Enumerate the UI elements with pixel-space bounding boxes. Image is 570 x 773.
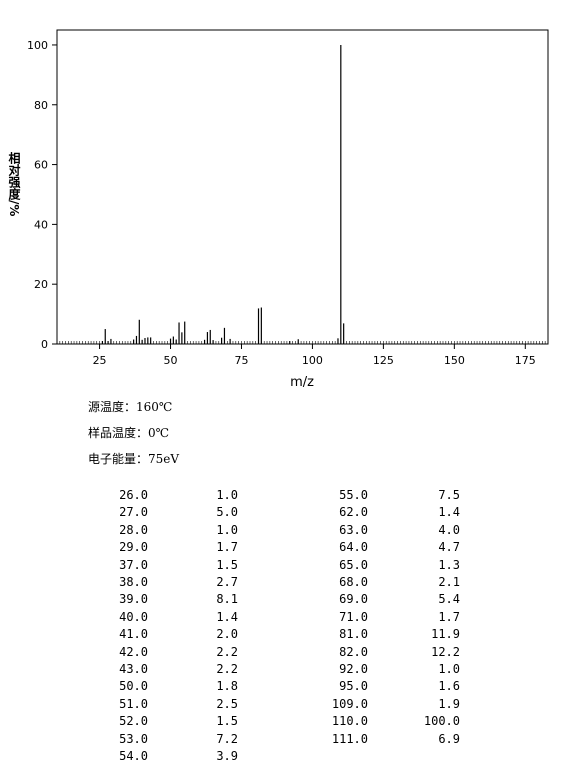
mz-cell: 109.0	[331, 696, 368, 711]
mz-cell: 68.0	[339, 575, 368, 589]
intensity-cell: 5.4	[438, 592, 460, 607]
x-tick-label: 100	[302, 354, 323, 367]
x-tick-label: 25	[93, 354, 107, 367]
intensity-cell: 1.4	[438, 505, 460, 520]
x-tick-label: 50	[164, 354, 178, 367]
mz-cell: 62.0	[339, 505, 368, 520]
mz-cell: 37.0	[119, 557, 148, 572]
intensity-cell: 6.9	[438, 731, 460, 746]
intensity-cell: 2.1	[438, 575, 460, 589]
mz-cell: 40.0	[119, 609, 148, 624]
mz-cell: 51.0	[119, 696, 148, 711]
intensity-cell: 2.7	[216, 575, 238, 589]
mz-cell: 50.0	[119, 679, 148, 694]
mz-cell: 41.0	[119, 627, 148, 642]
mz-cell: 65.0	[339, 557, 368, 572]
x-tick-label: 125	[373, 354, 394, 367]
x-axis-label: m/z	[290, 375, 314, 390]
mz-cell: 64.0	[339, 540, 368, 555]
intensity-cell: 7.5	[438, 488, 460, 502]
intensity-cell: 1.4	[216, 609, 238, 624]
mz-cell: 52.0	[119, 714, 148, 729]
x-tick-label: 150	[444, 354, 465, 367]
intensity-cell: 1.7	[216, 540, 238, 555]
mz-cell: 63.0	[339, 522, 368, 537]
chart: m/z 0 20 40 60 80 100 25 50 75 100 125 150 175	[27, 29, 549, 390]
mz-cell: 92.0	[339, 662, 368, 676]
mz-cell: 55.0	[339, 488, 368, 502]
mz-cell: 43.0	[119, 662, 148, 676]
info-line: 电子能量：75eV	[88, 452, 180, 466]
mz-cell: 95.0	[339, 679, 368, 694]
intensity-cell: 11.9	[431, 627, 460, 642]
intensity-cell: 1.6	[438, 679, 460, 694]
intensity-cell: 100.0	[423, 714, 460, 729]
mz-cell: 27.0	[119, 505, 148, 520]
mz-cell: 69.0	[339, 592, 368, 607]
intensity-cell: 7.2	[216, 731, 238, 746]
intensity-cell: 3.9	[216, 749, 238, 763]
y-axis-label: 相对强度/%	[7, 152, 21, 217]
y-tick-label: 80	[34, 99, 48, 112]
mz-cell: 42.0	[119, 644, 148, 659]
intensity-cell: 1.9	[438, 696, 460, 711]
mz-cell: 82.0	[339, 644, 368, 659]
info-line: 源温度：160℃	[88, 400, 173, 414]
mz-cell: 54.0	[119, 749, 148, 763]
intensity-cell: 1.0	[438, 662, 460, 676]
intensity-cell: 1.7	[438, 609, 460, 624]
mz-cell: 39.0	[119, 592, 148, 607]
intensity-cell: 8.1	[216, 592, 238, 607]
intensity-cell: 2.5	[216, 696, 238, 711]
y-tick-label: 40	[34, 218, 48, 231]
intensity-cell: 4.0	[438, 522, 460, 537]
y-tick-label: 60	[34, 159, 48, 172]
intensity-cell: 1.5	[216, 714, 238, 729]
y-tick-label: 0	[41, 338, 48, 351]
intensity-cell: 1.8	[216, 679, 238, 694]
info-line: 样品温度：0℃	[88, 426, 170, 440]
intensity-cell: 12.2	[431, 644, 460, 659]
intensity-cell: 1.0	[216, 488, 238, 502]
y-tick-label: 20	[34, 278, 48, 291]
intensity-cell: 2.2	[216, 662, 238, 676]
x-tick-label: 175	[515, 354, 536, 367]
mz-cell: 29.0	[119, 540, 148, 555]
intensity-cell: 2.2	[216, 644, 238, 659]
mz-cell: 81.0	[339, 627, 368, 642]
mz-cell: 53.0	[119, 731, 148, 746]
x-tick-label: 75	[234, 354, 248, 367]
mz-cell: 38.0	[119, 575, 148, 589]
mz-cell: 28.0	[119, 522, 148, 537]
mz-cell: 110.0	[331, 714, 368, 729]
mz-cell: 111.0	[331, 731, 368, 746]
mz-cell: 26.0	[119, 488, 148, 502]
intensity-cell: 1.3	[438, 557, 460, 572]
intensity-cell: 1.0	[216, 522, 238, 537]
intensity-cell: 4.7	[438, 540, 460, 555]
mz-cell: 71.0	[339, 609, 368, 624]
y-tick-label: 100	[27, 39, 48, 52]
intensity-cell: 5.0	[216, 505, 238, 520]
intensity-cell: 1.5	[216, 557, 238, 572]
plot-frame	[56, 29, 549, 345]
intensity-cell: 2.0	[216, 627, 238, 642]
